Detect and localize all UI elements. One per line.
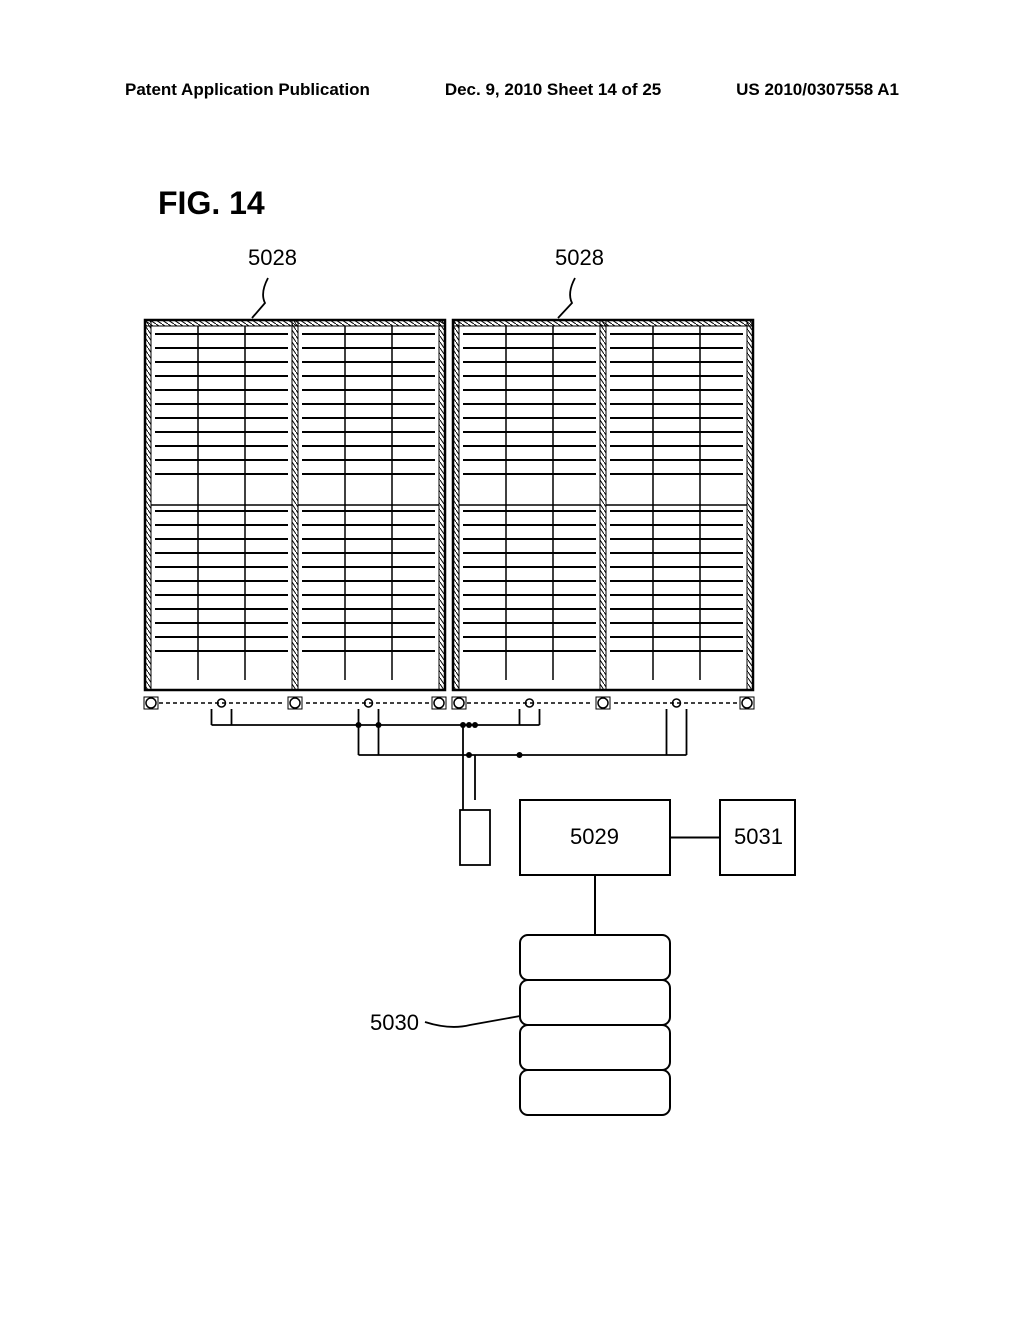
box-5031-label: 5031	[734, 824, 783, 850]
box-5030-label: 5030	[370, 1010, 419, 1036]
solar-panel-diagram	[0, 0, 1024, 1320]
box-5029-label: 5029	[570, 824, 619, 850]
